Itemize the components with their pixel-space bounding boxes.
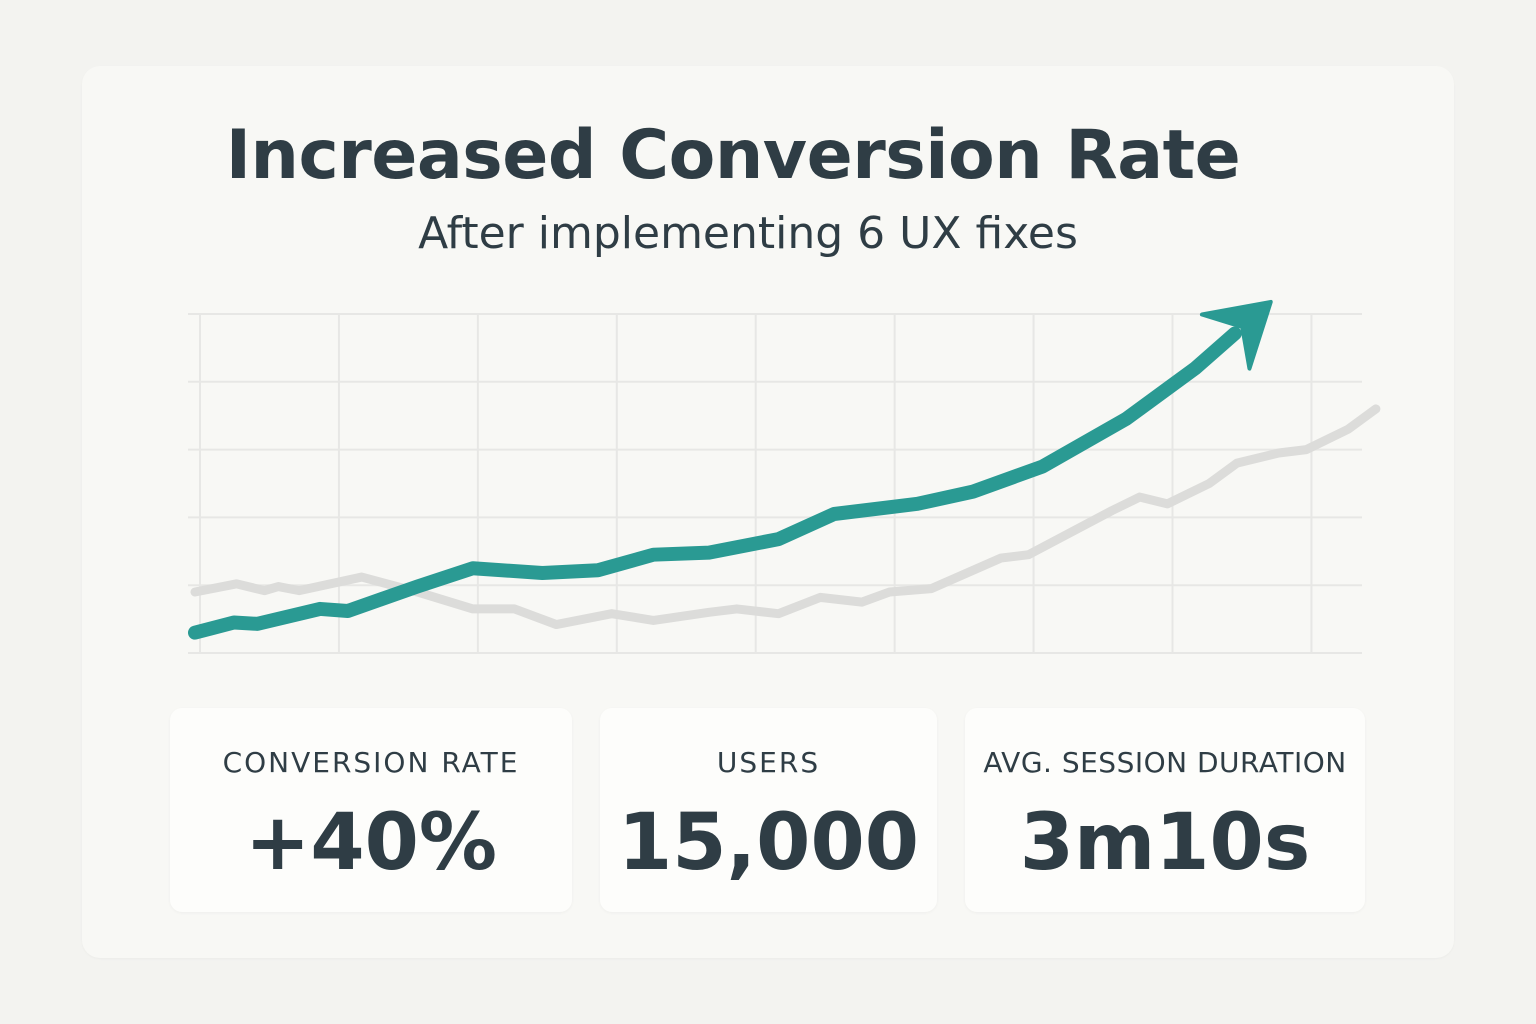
- trend-arrowhead: [1199, 299, 1273, 371]
- stat-value: 15,000: [618, 798, 919, 888]
- chart-series: [188, 299, 1381, 640]
- chart-subtitle: After implementing 6 UX fixes: [418, 208, 1078, 259]
- stat-value: +40%: [244, 798, 498, 888]
- series-line-after: [188, 326, 1242, 640]
- stat-label: USERS: [716, 746, 821, 779]
- series-line-before: [190, 404, 1381, 630]
- stat-value: 3m10s: [1019, 798, 1311, 888]
- chart-title: Increased Conversion Rate: [225, 116, 1241, 195]
- stat-card-users: USERS 15,000: [600, 708, 937, 912]
- stat-label: AVG. SESSION DURATION: [983, 746, 1347, 779]
- stat-card-avg-session-duration: AVG. SESSION DURATION 3m10s: [965, 708, 1365, 912]
- stat-card-conversion-rate: CONVERSION RATE +40%: [170, 708, 572, 912]
- stat-label: CONVERSION RATE: [222, 746, 520, 779]
